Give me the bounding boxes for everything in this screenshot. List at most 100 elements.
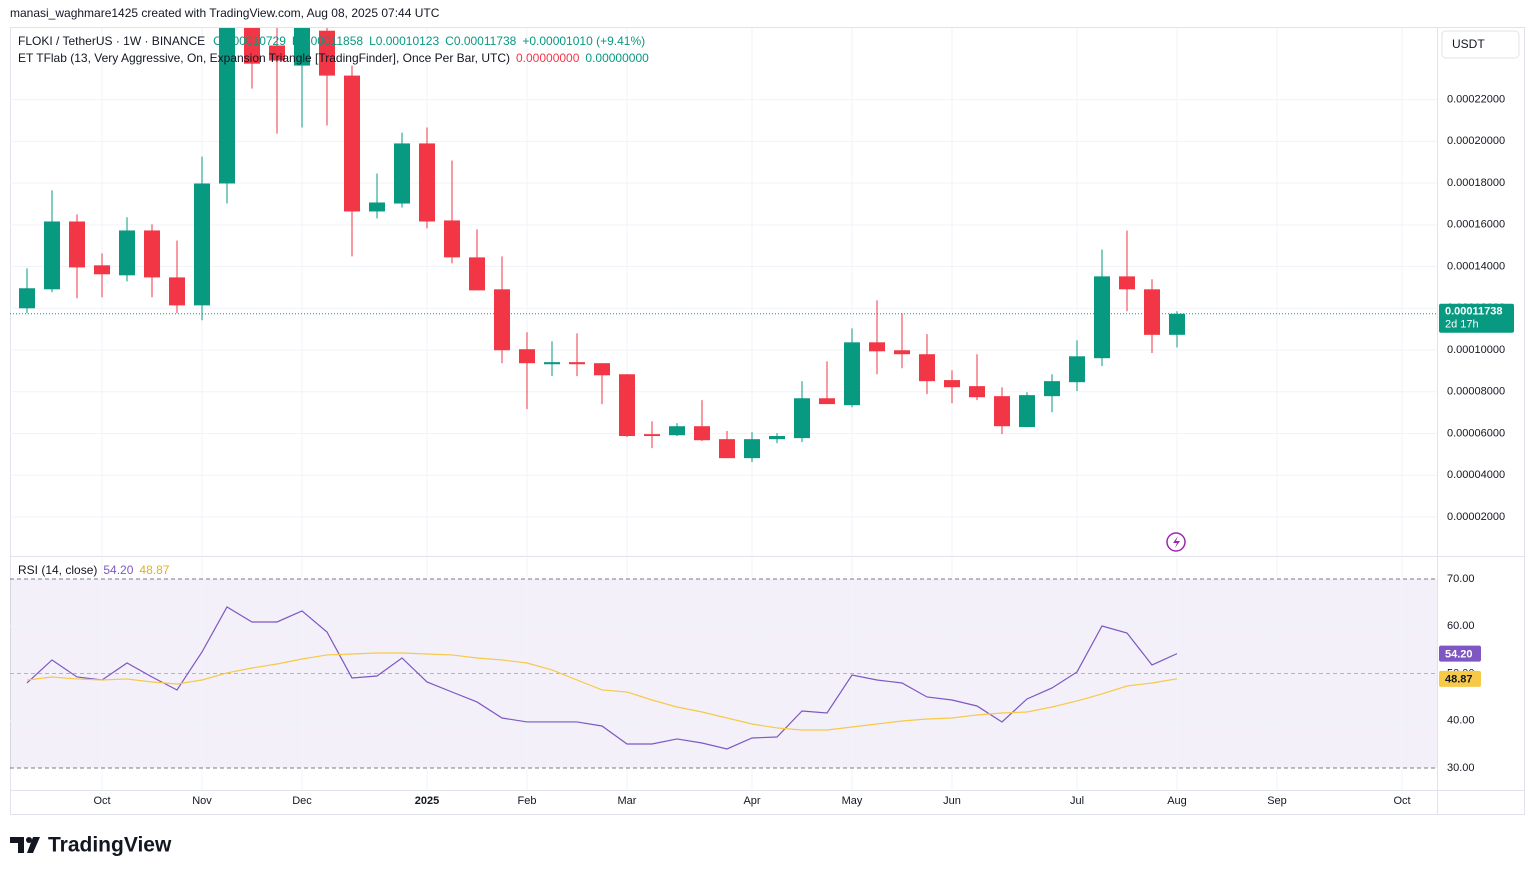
candle-body <box>144 230 160 278</box>
rsi-tag-value: 48.87 <box>1445 674 1473 686</box>
symbol: FLOKI / TetherUS · 1W · BINANCE <box>18 34 205 48</box>
x-tick-label: Dec <box>292 795 312 807</box>
price-tag <box>1439 303 1514 333</box>
candle-body <box>594 363 610 376</box>
x-tick-label: Mar <box>618 795 637 807</box>
candle-body <box>544 362 560 365</box>
credit: manasi_waghmare1425 created with Trading… <box>10 6 440 20</box>
candle-body <box>519 349 535 364</box>
candle-body <box>569 362 585 365</box>
candle-body <box>794 398 810 439</box>
candle-body <box>1069 356 1085 383</box>
x-tick-label: Apr <box>743 795 760 807</box>
candle-body <box>394 143 410 204</box>
candle-body <box>1019 395 1035 428</box>
candle-body <box>869 342 885 352</box>
x-tick-label: Aug <box>1167 795 1187 807</box>
indicator-label: ET TFlab (13, Very Aggressive, On, Expan… <box>18 51 510 65</box>
alert-bolt[interactable] <box>1173 536 1180 548</box>
y-tick-label: 0.00014000 <box>1447 260 1505 272</box>
logo-mark <box>10 837 24 853</box>
y-tick-label: 60.00 <box>1447 620 1475 632</box>
candle-body <box>194 183 210 306</box>
candle-body <box>1094 276 1110 359</box>
candle-body <box>94 265 110 275</box>
candle-body <box>444 220 460 258</box>
rsi-title: RSI (14, close) <box>18 563 97 577</box>
candle-body <box>244 28 260 64</box>
candle-body <box>619 374 635 437</box>
candle-body <box>694 426 710 441</box>
low: L0.00010123 <box>369 34 439 48</box>
open: O0.00010729 <box>213 34 286 48</box>
candle-body <box>119 230 135 276</box>
candle-body <box>744 439 760 459</box>
candle-body <box>919 354 935 382</box>
x-tick-label: Sep <box>1267 795 1287 807</box>
candle-body <box>169 277 185 306</box>
rsi-band <box>10 578 1437 768</box>
y-tick-label: 0.00002000 <box>1447 511 1505 523</box>
alert-icon[interactable] <box>1166 532 1186 552</box>
x-tick-label: Oct <box>93 795 110 807</box>
price-tag-value: 0.00011738 <box>1445 306 1503 318</box>
rsi-tag <box>1439 670 1481 687</box>
candle-body <box>1044 381 1060 397</box>
rsi-line <box>26 606 1178 750</box>
candle-body <box>944 380 960 388</box>
candle-body <box>294 28 310 66</box>
logo-text: TradingView <box>48 834 172 857</box>
rsi-lines <box>26 606 1178 750</box>
candle-body <box>1169 313 1185 335</box>
y-tick-label: 0.00008000 <box>1447 386 1505 398</box>
candle-body <box>69 221 85 268</box>
y-tick-label: 0.00006000 <box>1447 427 1505 439</box>
x-tick-label: 2025 <box>415 795 439 807</box>
candle-body <box>219 28 235 184</box>
candle-body <box>994 396 1010 427</box>
y-tick-label: 0.00018000 <box>1447 177 1505 189</box>
x-tick-label: Feb <box>518 795 537 807</box>
indicator-legend: ET TFlab (13, Very Aggressive, On, Expan… <box>18 51 649 65</box>
x-tick-label: Oct <box>1393 795 1410 807</box>
candle-body <box>719 439 735 459</box>
candle-body <box>319 30 335 76</box>
rsi-value: 54.20 <box>103 563 133 577</box>
chart-frame <box>10 27 1525 815</box>
candle-body <box>669 426 685 436</box>
logo <box>10 837 40 853</box>
candle-body <box>969 386 985 398</box>
candle-body <box>819 398 835 405</box>
candle-body <box>1144 289 1160 335</box>
y-tick-label: 40.00 <box>1447 715 1475 727</box>
x-tick-label: Jul <box>1070 795 1084 807</box>
y-tick-label: 0.00010000 <box>1447 344 1505 356</box>
candle-body <box>644 434 660 437</box>
y-tick-label: 0.00004000 <box>1447 469 1505 481</box>
rsi-legend: RSI (14, close) 54.20 48.87 <box>18 563 170 577</box>
symbol-legend: FLOKI / TetherUS · 1W · BINANCE O0.000107… <box>18 34 645 48</box>
currency-button[interactable] <box>1441 30 1520 59</box>
currency-label[interactable]: USDT <box>1452 37 1485 51</box>
y-tick-label: 0.00016000 <box>1447 219 1505 231</box>
rsi-ma-line <box>26 652 1178 731</box>
price-countdown: 2d 17h <box>1445 319 1479 331</box>
rsi-tag <box>1439 645 1481 662</box>
candle-body <box>769 436 785 440</box>
x-tick-label: Nov <box>192 795 212 807</box>
candle-body <box>469 257 485 291</box>
rsi-ma-value: 48.87 <box>139 563 169 577</box>
candle-body <box>269 45 285 61</box>
y-tick-label: 0.00020000 <box>1447 135 1505 147</box>
candle-body <box>419 143 435 222</box>
candle-body <box>19 288 35 309</box>
candles <box>10 28 1437 463</box>
change: +0.00001010 (+9.41%) <box>522 34 645 48</box>
candle-body <box>44 221 60 290</box>
candle-body <box>894 350 910 355</box>
high: H0.00011858 <box>292 34 364 48</box>
candle-body <box>1119 276 1135 290</box>
candle-body <box>494 289 510 351</box>
x-tick-label: May <box>842 795 863 807</box>
